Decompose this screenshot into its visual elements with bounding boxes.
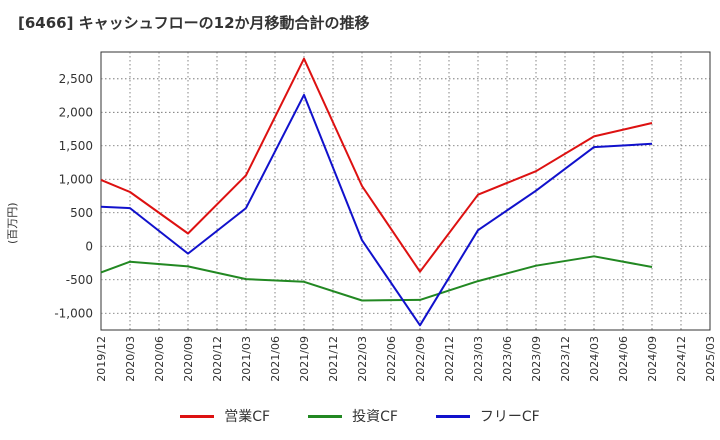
y-tick-label: -1,000: [54, 306, 93, 320]
x-tick-label: 2024/06: [617, 336, 630, 382]
chart-title: [6466] キャッシュフローの12か月移動合計の推移: [18, 14, 370, 32]
legend-swatch: [308, 414, 343, 418]
x-tick-label: 2020/03: [124, 336, 137, 382]
x-tick-label: 2023/12: [559, 336, 572, 382]
x-tick-label: 2021/09: [298, 336, 311, 382]
y-tick-label: 1,000: [59, 172, 93, 186]
series-line-2: [100, 93, 653, 327]
x-tick-label: 2022/09: [414, 336, 427, 382]
legend-item-1: 投資CF: [308, 404, 398, 428]
legend-label: フリーCF: [479, 409, 540, 425]
series-line-1: [100, 255, 653, 302]
x-tick-label: 2019/12: [95, 336, 108, 382]
x-tick-label: 2021/12: [327, 336, 340, 382]
x-tick-label: 2020/06: [153, 336, 166, 382]
y-tick-label: 0: [85, 239, 93, 253]
legend-item-0: 営業CF: [180, 404, 270, 428]
x-tick-label: 2020/12: [211, 336, 224, 382]
series-line-0: [100, 57, 653, 273]
x-tick-label: 2022/03: [356, 336, 369, 382]
legend-swatch: [180, 414, 215, 418]
x-tick-label: 2023/03: [472, 336, 485, 382]
x-tick-label: 2020/09: [182, 336, 195, 382]
x-tick-label: 2022/12: [443, 336, 456, 382]
legend: 営業CF 投資CF フリーCF: [0, 404, 720, 428]
grid-lines: [101, 52, 710, 330]
y-tick-label: 1,500: [59, 139, 93, 153]
legend-label: 投資CF: [352, 409, 398, 425]
series-lines: [100, 57, 653, 327]
x-tick-label: 2024/09: [646, 336, 659, 382]
y-tick-label: -500: [66, 273, 93, 287]
y-tick-label: 500: [70, 206, 93, 220]
legend-swatch: [435, 414, 470, 418]
y-tick-label: 2,000: [59, 105, 93, 119]
x-tick-label: 2024/12: [675, 336, 688, 382]
x-tick-label: 2022/06: [385, 336, 398, 382]
plot-area: [100, 51, 711, 331]
x-tick-label: 2024/03: [588, 336, 601, 382]
x-tick-label: 2023/06: [501, 336, 514, 382]
y-tick-label: 2,500: [59, 72, 93, 86]
legend-item-2: フリーCF: [435, 404, 540, 428]
x-tick-label: 2021/03: [240, 336, 253, 382]
legend-label: 営業CF: [224, 409, 271, 425]
x-tick-label: 2021/06: [269, 336, 282, 382]
x-tick-label: 2023/09: [530, 336, 543, 382]
y-axis-unit-label: (百万円): [6, 202, 19, 244]
y-axis-ticks: 2,500 2,000 1,500 1,000 500 0 -500 -1,000: [54, 72, 93, 320]
x-axis-ticks: 2019/12 2020/03 2020/06 2020/09 2020/12 2021/…: [95, 336, 717, 382]
x-tick-label: 2025/03: [704, 336, 717, 382]
